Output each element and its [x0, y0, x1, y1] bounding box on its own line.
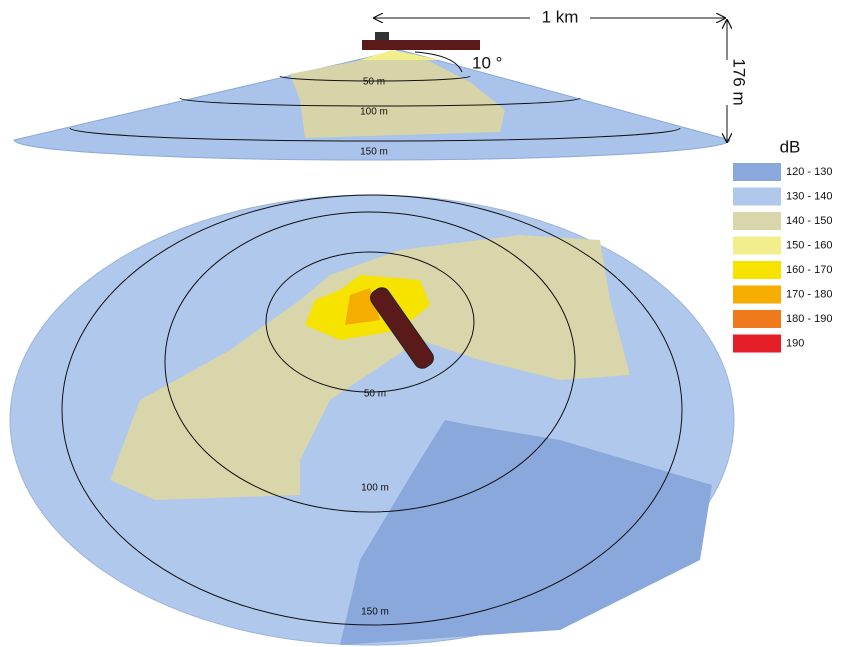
plan-zone-mid — [110, 235, 630, 500]
legend-label: 160 - 170 — [786, 264, 832, 276]
range-label: 50 m — [363, 77, 385, 88]
range-label: 150 m — [361, 607, 389, 618]
plan-zone-low — [340, 420, 712, 645]
side-zone-hot — [360, 50, 440, 60]
legend-label: 180 - 190 — [786, 313, 832, 325]
ship-plan — [370, 287, 434, 369]
legend-title: dB — [780, 137, 801, 156]
legend-swatch — [733, 285, 781, 304]
legend-label: 140 - 150 — [786, 215, 832, 227]
legend-swatch — [733, 236, 781, 255]
legend-swatch — [733, 334, 781, 353]
range-label: 100 m — [361, 483, 389, 494]
range-ring — [69, 127, 681, 142]
side-zone — [290, 54, 505, 138]
range-ring — [279, 75, 471, 82]
range-ring — [265, 251, 475, 393]
legend-label: 170 - 180 — [786, 288, 832, 300]
plan-view: 50 m 100 m 150 m — [9, 194, 735, 646]
side-view: 10 ° 50 m 100 m 150 m — [13, 32, 731, 161]
legend-label: 130 - 140 — [786, 190, 832, 202]
range-label: 50 m — [364, 389, 386, 400]
range-label: 100 m — [360, 107, 388, 118]
range-ring — [61, 194, 683, 626]
legend-swatch — [733, 212, 781, 230]
legend-swatch — [733, 163, 781, 181]
depth-label: 176 m — [730, 58, 749, 105]
legend-label: 190 — [786, 337, 804, 349]
legend: 120 - 130 130 - 140 140 - 150 150 - 160 160 … — [733, 163, 832, 353]
legend-label: 150 - 160 — [786, 239, 832, 251]
legend-swatch — [733, 187, 781, 206]
legend-swatch — [733, 310, 781, 328]
width-label: 1 km — [542, 7, 579, 26]
ship-side — [362, 40, 480, 50]
ship-bridge — [375, 32, 389, 40]
legend-label: 120 - 130 — [786, 166, 832, 178]
angle-arc — [414, 51, 463, 73]
range-label: 150 m — [360, 147, 388, 158]
legend-swatch — [733, 261, 781, 279]
range-ring — [179, 97, 581, 107]
angle-label: 10 ° — [472, 53, 502, 72]
range-ring — [164, 211, 576, 513]
